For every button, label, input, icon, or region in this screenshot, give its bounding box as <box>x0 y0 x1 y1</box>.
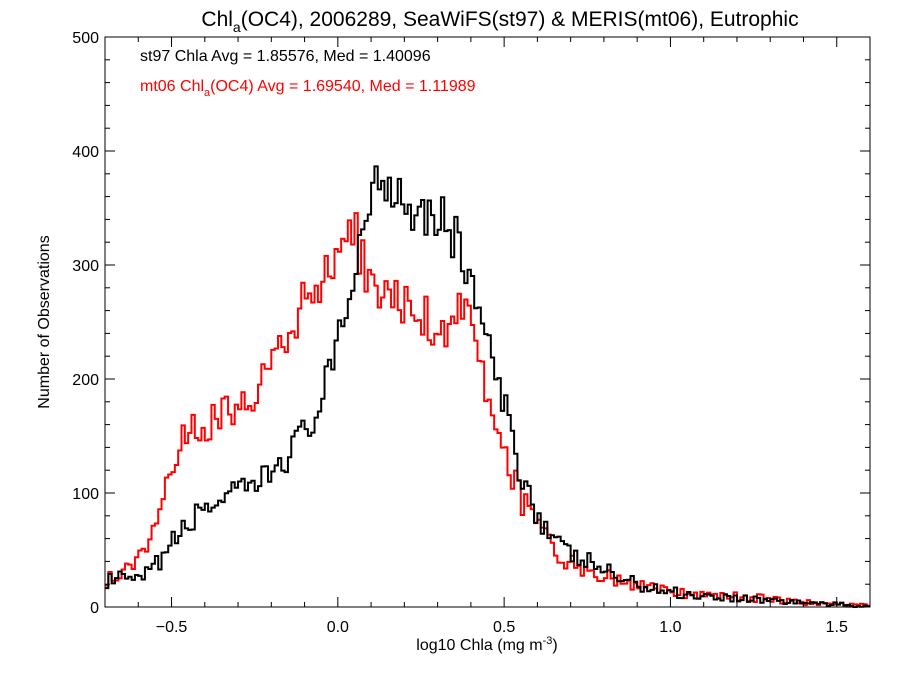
tick-layer: −0.5 0.0 0.5 1.0 1.5 0 100 200 300 400 500 <box>72 30 871 636</box>
x-tick-label: 1.0 <box>659 619 681 636</box>
legend-entry-st97: st97 Chla Avg = 1.85576, Med = 1.40096 <box>140 48 431 65</box>
legend-entry-mt06: mt06 Chla(OC4) Avg = 1.69540, Med = 1.11… <box>140 78 476 99</box>
x-tick-label: −0.5 <box>156 619 188 636</box>
y-tick-label: 300 <box>72 258 99 275</box>
x-tick-label: 0.5 <box>493 619 515 636</box>
y-tick-label: 100 <box>72 486 99 503</box>
chart-title: Chla(OC4), 2006289, SeaWiFS(st97) & MERI… <box>201 8 798 35</box>
y-tick-label: 500 <box>72 30 99 47</box>
y-tick-label: 0 <box>90 600 99 617</box>
y-tick-label: 200 <box>72 372 99 389</box>
y-axis-label: Number of Observations <box>36 235 53 408</box>
series-layer <box>105 165 870 608</box>
plot-frame <box>104 36 871 608</box>
x-axis-label: log10 Chla (mg m-3) <box>416 635 557 654</box>
histogram-mt06 <box>105 212 870 608</box>
x-tick-label: 0.0 <box>327 619 349 636</box>
y-tick-label: 400 <box>72 144 99 161</box>
histogram-st97 <box>105 165 870 608</box>
x-tick-label: 1.5 <box>826 619 848 636</box>
